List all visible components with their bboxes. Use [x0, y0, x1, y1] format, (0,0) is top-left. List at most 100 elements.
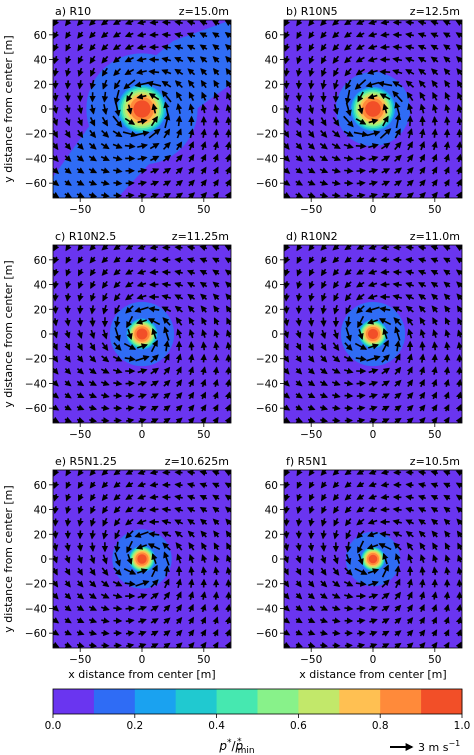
quiver-arrow — [100, 605, 110, 612]
quiver-arrow — [406, 404, 414, 412]
quiver-arrow — [455, 391, 462, 400]
quiver-arrow — [405, 245, 414, 251]
quiver-arrow — [65, 470, 72, 477]
quiver-arrow — [89, 542, 96, 552]
quiver-arrow — [124, 20, 134, 25]
quiver-arrow — [125, 245, 134, 250]
quiver-arrow — [380, 493, 390, 501]
quiver-arrow — [64, 20, 72, 27]
quiver-arrow — [187, 79, 195, 89]
quiver-arrow — [418, 305, 426, 313]
quiver-arrow — [90, 67, 96, 77]
quiver-arrow — [88, 155, 97, 162]
quiver-arrow — [455, 191, 462, 198]
panel-4: d) R10N2 z=11.0m −50 0 50 60 40 20 0 −20 −40 −60 — [256, 230, 463, 441]
panel-5: e) R5N1.25 z=10.625m −50 0 50 60 40 20 0 −20 −40 −6… — [2, 455, 232, 681]
quiver-arrow — [134, 81, 149, 88]
quiver-arrow — [53, 543, 59, 552]
quiver-arrow — [405, 269, 414, 276]
quiver-arrow — [150, 367, 159, 375]
quiver-arrow — [186, 482, 195, 489]
quiver-arrow — [163, 604, 171, 612]
quiver-arrow — [64, 379, 72, 387]
quiver-arrow — [161, 90, 172, 103]
quiver-arrow — [88, 392, 98, 399]
quiver-arrow — [89, 55, 96, 64]
quiver-arrow — [77, 280, 84, 290]
colorbar-tick-label: 0.2 — [126, 720, 143, 732]
y-tick-label: −40 — [25, 378, 47, 390]
colorbar-label-sub: min — [238, 746, 255, 755]
quiver-arrow — [89, 642, 98, 648]
y-tick-label: −20 — [25, 354, 47, 366]
x-tick-label: 0 — [370, 654, 377, 666]
quiver-arrow — [174, 281, 183, 288]
panel-z-label: z=10.625m — [165, 455, 229, 468]
quiver-arrow — [76, 416, 85, 423]
quiver-arrow — [89, 117, 96, 127]
quiver-arrow — [77, 80, 84, 90]
quiver-arrow — [418, 282, 427, 289]
quiver-arrow — [295, 142, 303, 150]
quiver-arrow — [201, 542, 208, 551]
quiver-arrow — [224, 616, 231, 625]
quiver-arrow — [284, 105, 290, 114]
quiver-arrow — [366, 355, 381, 362]
quiver-arrow — [163, 366, 171, 375]
quiver-arrow — [225, 104, 231, 113]
quiver-arrow — [393, 317, 402, 326]
quiver-arrow — [406, 128, 413, 139]
quiver-arrow — [418, 404, 426, 412]
quiver-arrow — [344, 31, 352, 38]
quiver-arrow — [163, 578, 170, 589]
quiver-arrow — [296, 268, 303, 277]
quiver-arrow — [76, 592, 85, 600]
x-tick-label: 50 — [428, 654, 441, 666]
quiver-arrow — [284, 293, 290, 302]
quiver-arrow — [356, 617, 366, 625]
quiver-arrow — [355, 43, 365, 50]
quiver-arrow — [357, 104, 364, 115]
quiver-arrow — [163, 193, 172, 198]
quiver-arrow — [443, 366, 451, 375]
quiver-arrow — [186, 507, 196, 514]
x-axis-label: x distance from center [m] — [299, 668, 446, 681]
quiver-arrow — [151, 103, 158, 114]
quiver-arrow — [419, 103, 426, 114]
quiver-arrow — [138, 405, 147, 412]
colorbar-tick-label: 0.4 — [208, 720, 225, 732]
quiver-arrow — [125, 506, 134, 513]
quiver-arrow — [406, 392, 414, 400]
quiver-arrow — [307, 191, 316, 198]
y-tick-label: 60 — [34, 30, 47, 42]
quiver-arrow — [150, 354, 159, 363]
quiver-arrow — [332, 43, 340, 52]
quiver-arrow — [200, 305, 208, 313]
quiver-arrow — [64, 392, 72, 399]
quiver-key-label: 3 m s−1 — [418, 739, 460, 754]
quiver-arrow — [444, 91, 451, 101]
quiver-arrow — [367, 31, 378, 38]
quiver-arrow — [212, 518, 220, 526]
quiver-arrow — [64, 629, 72, 636]
quiver-arrow — [307, 342, 314, 351]
quiver-arrow — [201, 554, 208, 563]
quiver-arrow — [161, 69, 172, 76]
quiver-arrow — [296, 245, 303, 252]
quiver-arrow — [443, 391, 450, 400]
quiver-arrow — [284, 404, 291, 411]
y-tick-label: −60 — [256, 403, 278, 415]
quiver-arrow — [443, 591, 451, 600]
quiver-arrow — [161, 531, 172, 538]
quiver-arrow — [212, 591, 220, 600]
quiver-arrow — [332, 404, 341, 412]
quiver-arrow — [76, 191, 85, 198]
quiver-key-value: 3 m s — [418, 741, 449, 754]
quiver-arrow — [295, 392, 303, 399]
quiver-arrow — [186, 32, 196, 39]
quiver-arrow — [162, 141, 171, 150]
quiver-arrow — [308, 245, 315, 252]
quiver-arrow — [379, 306, 391, 313]
quiver-arrow — [357, 91, 364, 103]
quiver-arrow — [161, 519, 172, 526]
